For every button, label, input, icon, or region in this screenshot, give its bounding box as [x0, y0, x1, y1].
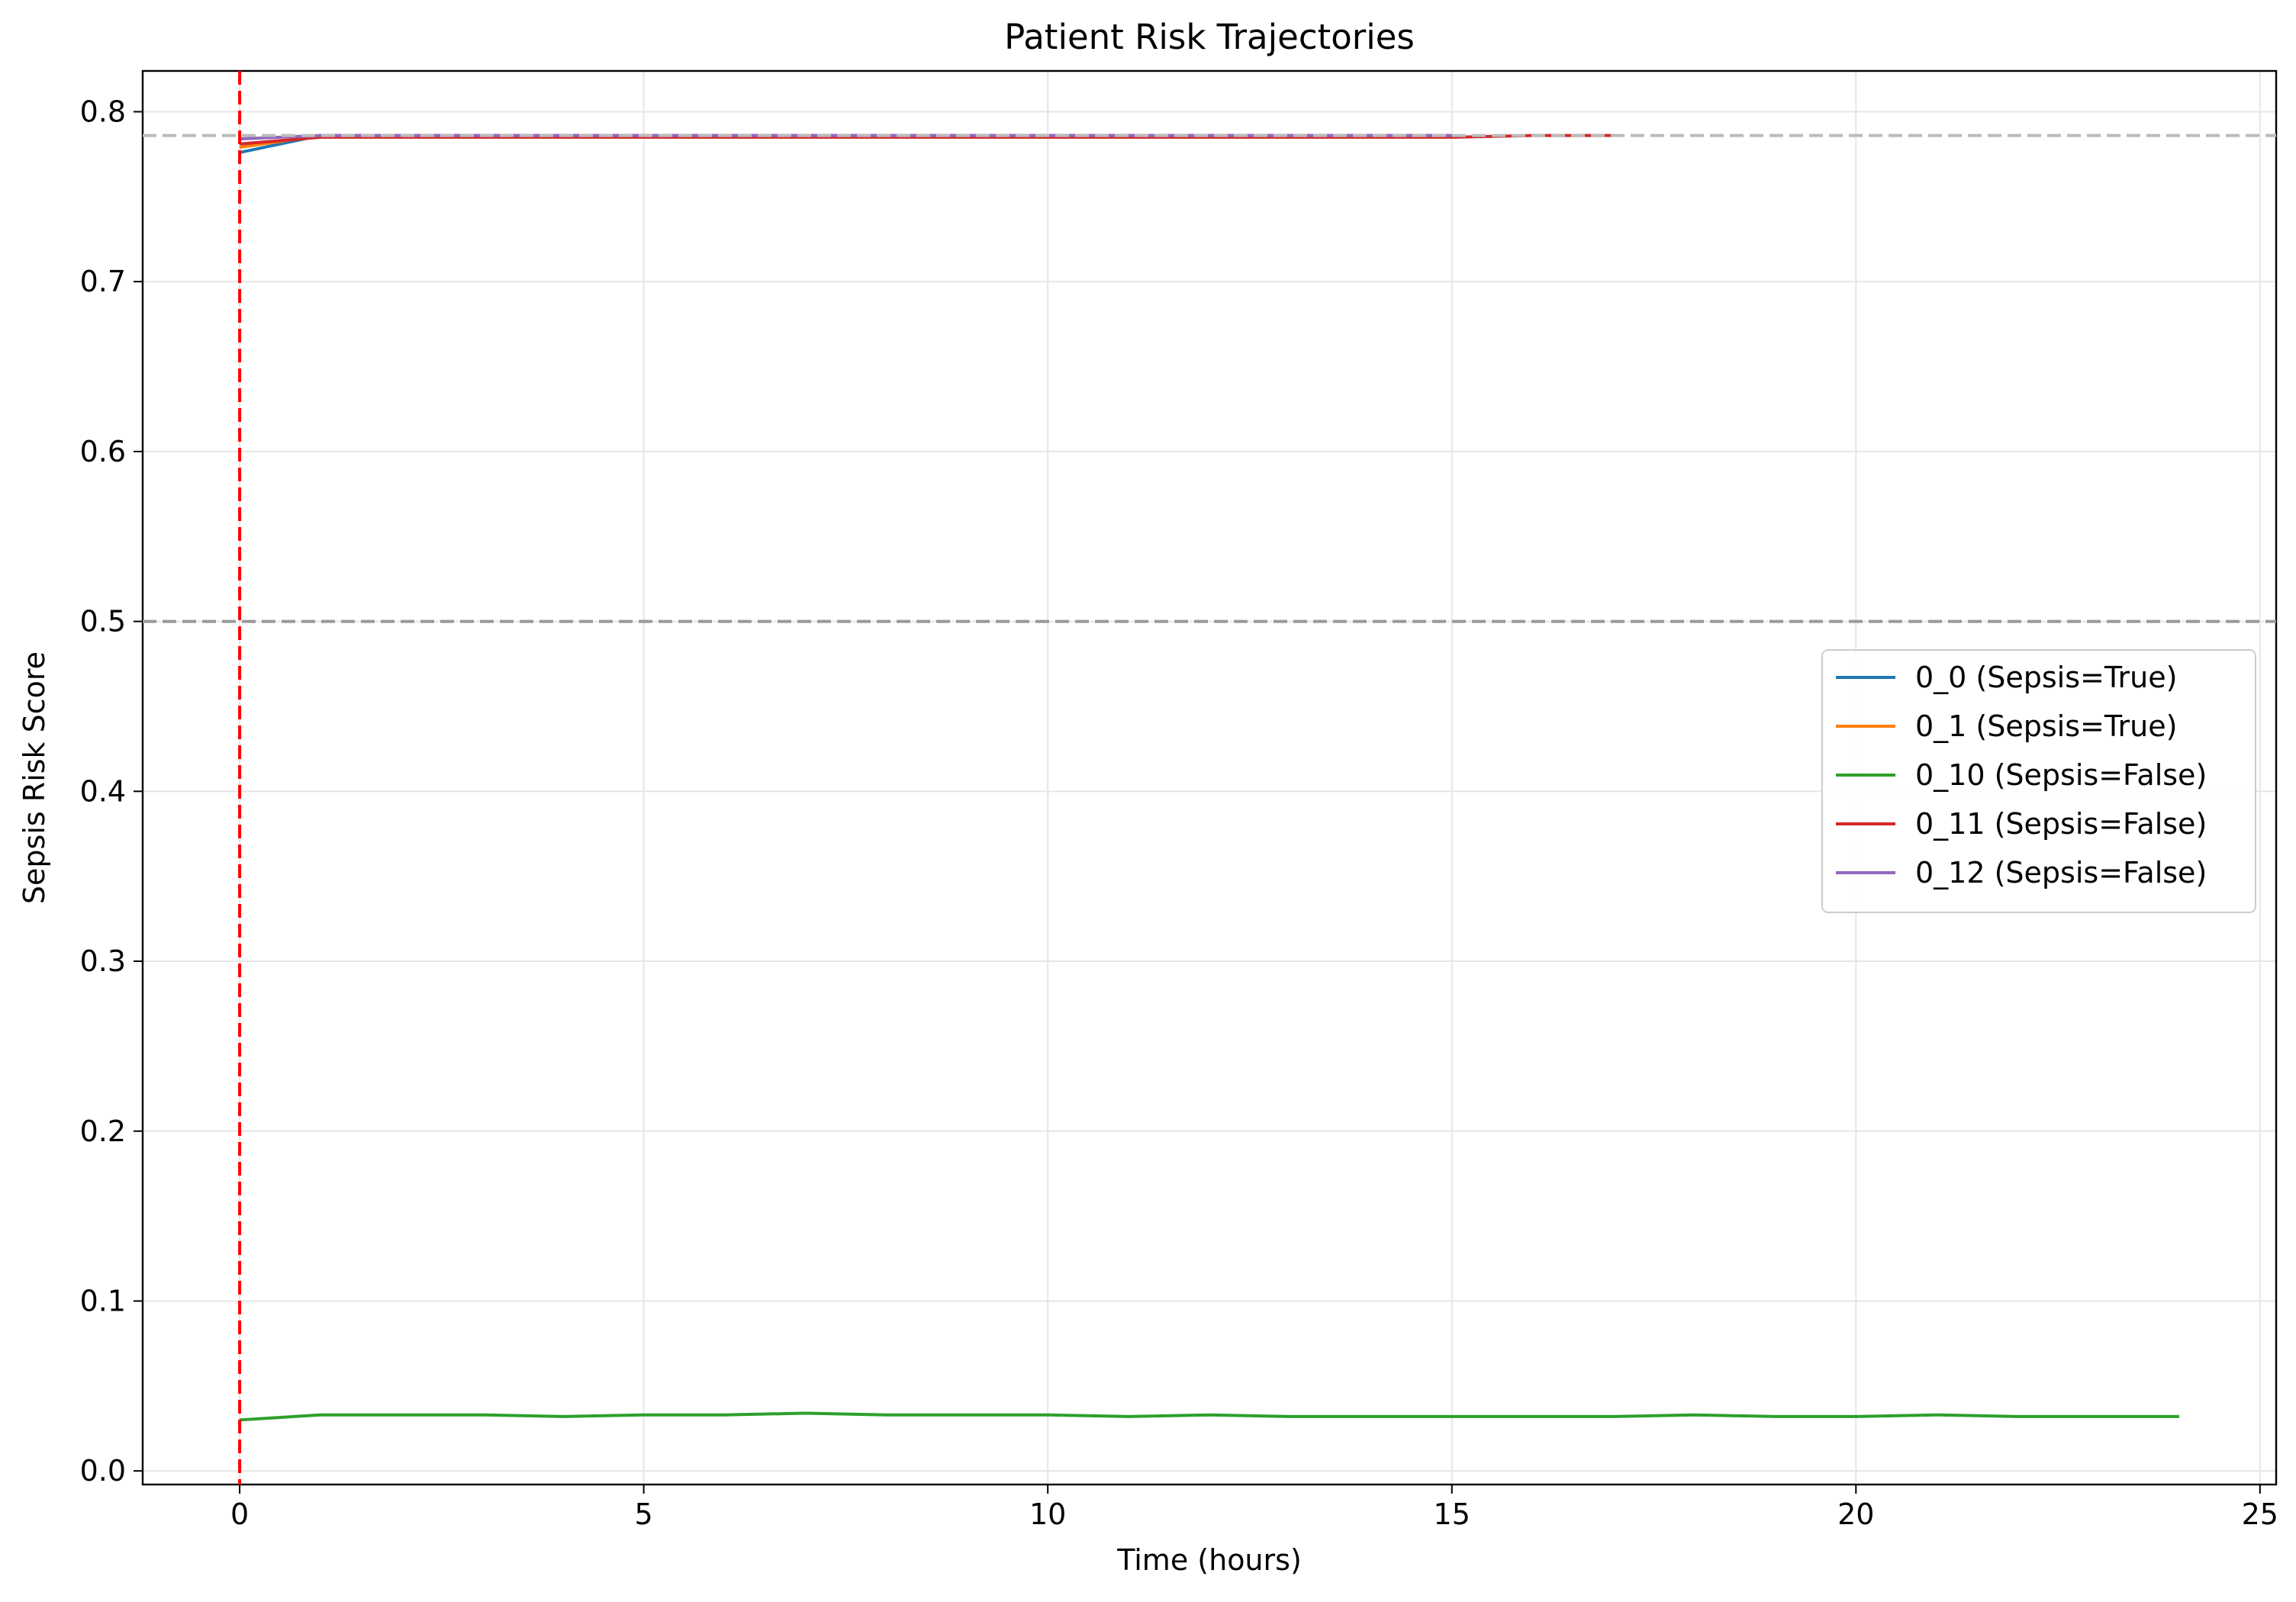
x-tick-label: 15	[1434, 1497, 1470, 1531]
y-tick-label: 0.4	[80, 774, 126, 808]
legend-label: 0_1 (Sepsis=True)	[1915, 709, 2177, 743]
legend-box	[1821, 649, 2256, 913]
y-tick-label: 0.8	[80, 95, 126, 128]
plot-frame	[141, 69, 2278, 1486]
series-line-3	[239, 134, 1614, 146]
x-tick-label: 20	[1837, 1497, 1874, 1531]
x-tick-label: 5	[635, 1497, 653, 1531]
chart-title: Patient Risk Trajectories	[1004, 17, 1415, 57]
legend-label: 0_0 (Sepsis=True)	[1915, 661, 2177, 694]
y-tick-label: 0.6	[80, 435, 126, 468]
y-tick-label: 0.3	[80, 944, 126, 978]
y-tick-label: 0.2	[80, 1115, 126, 1148]
legend-label: 0_11 (Sepsis=False)	[1915, 807, 2207, 841]
y-tick-label: 0.1	[80, 1284, 126, 1317]
x-tick-label: 0	[230, 1497, 249, 1531]
reference-lines	[143, 71, 2276, 1485]
x-tick-label: 10	[1029, 1497, 1066, 1531]
y-axis-label: Sepsis Risk Score	[18, 651, 51, 904]
legend-label: 0_12 (Sepsis=False)	[1915, 856, 2207, 889]
y-tick-label: 0.0	[80, 1454, 126, 1488]
x-tick-label: 25	[2242, 1497, 2278, 1531]
legend-label: 0_10 (Sepsis=False)	[1915, 758, 2207, 792]
y-tick-label: 0.5	[80, 605, 126, 639]
legend: 0_0 (Sepsis=True) 0_1 (Sepsis=True) 0_10 (…	[1821, 649, 2256, 913]
axis-ticks: 0 5 10 15 20 25 0.0 0.1 0.2 0.3 0.4 0.5 0.6 0.7 0.8	[80, 95, 2278, 1531]
x-axis-label: Time (hours)	[1116, 1543, 1302, 1577]
series-line-2	[239, 1411, 2179, 1422]
y-tick-label: 0.7	[80, 265, 126, 298]
